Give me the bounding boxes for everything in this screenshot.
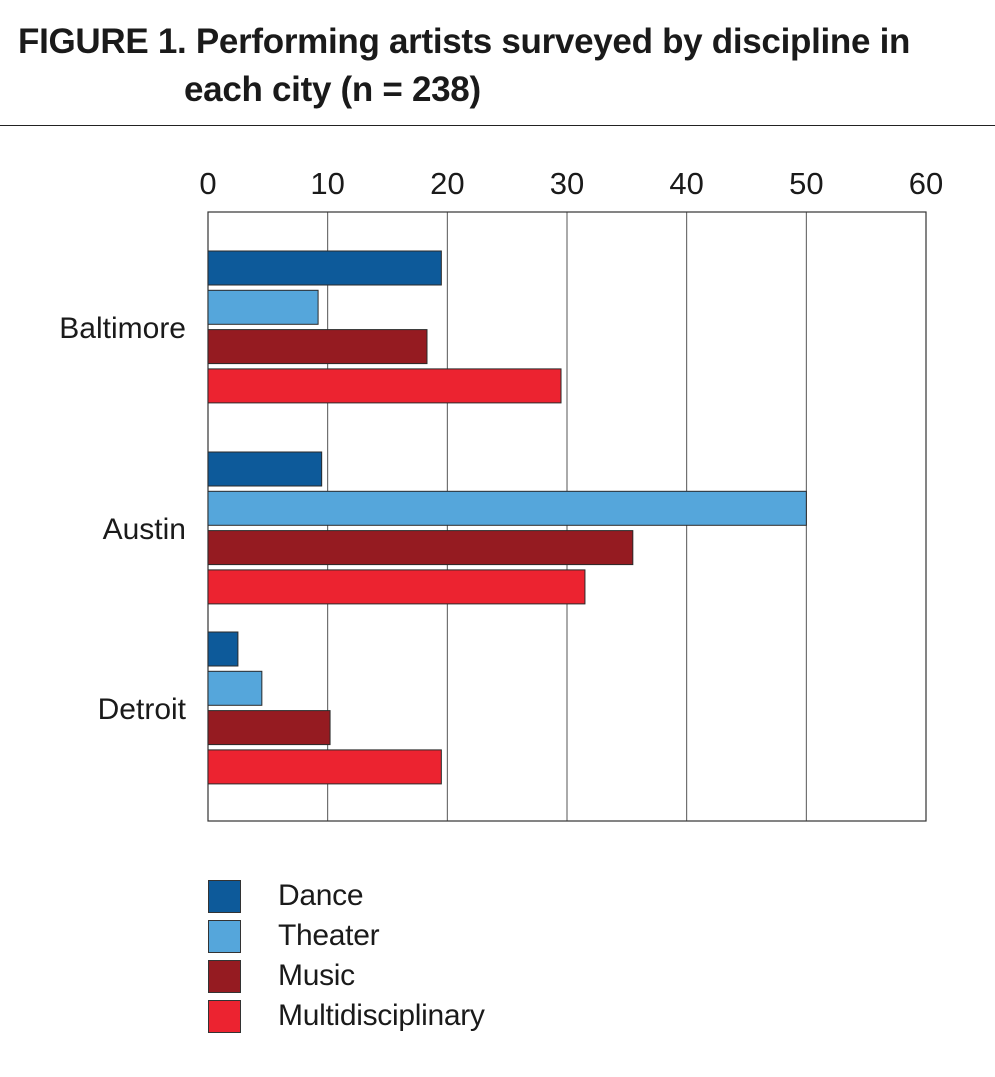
legend-label-theater: Theater [278, 919, 380, 952]
category-label-detroit: Detroit [98, 693, 187, 726]
x-tick-label-60: 60 [909, 166, 943, 201]
bar-baltimore-multidisciplinary [207, 368, 562, 404]
legend-item-multidisciplinary: Multidisciplinary [208, 996, 485, 1036]
legend-label-multidisciplinary: Multidisciplinary [278, 999, 485, 1032]
bar-austin-multidisciplinary [207, 569, 586, 605]
bar-detroit-music [207, 710, 331, 746]
bar-baltimore-dance [207, 250, 442, 286]
legend-swatch-multidisciplinary [208, 999, 241, 1033]
bar-austin-theater [207, 490, 807, 526]
legend-swatch-theater [208, 919, 241, 953]
x-tick-label-50: 50 [789, 166, 823, 201]
bar-detroit-dance [207, 631, 239, 667]
bar-austin-dance [207, 451, 323, 487]
bar-detroit-multidisciplinary [207, 749, 442, 785]
legend-swatch-dance [208, 879, 241, 913]
category-label-austin: Austin [103, 513, 186, 546]
x-tick-label-20: 20 [430, 166, 464, 201]
legend-item-music: Music [208, 956, 485, 996]
legend-label-dance: Dance [278, 879, 364, 912]
x-tick-label-0: 0 [199, 166, 216, 201]
bar-chart: 0 10 20 30 40 50 60 Baltimore Austin Detroit [59, 166, 943, 822]
bar-austin-music [207, 530, 634, 566]
legend-item-dance: Dance [208, 876, 485, 916]
chart-title: FIGURE 1. Performing artists surveyed by… [18, 18, 978, 114]
category-label-baltimore: Baltimore [59, 312, 186, 345]
x-tick-label-30: 30 [550, 166, 584, 201]
bar-baltimore-music [207, 329, 428, 365]
x-tick-label-40: 40 [669, 166, 703, 201]
bar-baltimore-theater [207, 289, 319, 325]
chart-legend: Dance Theater Music Multidisciplinary [208, 876, 485, 1036]
legend-item-theater: Theater [208, 916, 485, 956]
title-divider [0, 125, 995, 126]
legend-label-music: Music [278, 959, 355, 992]
bar-detroit-theater [207, 670, 263, 706]
chart-title-line-2: each city (n = 238) [184, 70, 481, 109]
x-tick-label-10: 10 [310, 166, 344, 201]
legend-swatch-music [208, 959, 241, 993]
chart-title-line-1: FIGURE 1. Performing artists surveyed by… [18, 22, 911, 61]
